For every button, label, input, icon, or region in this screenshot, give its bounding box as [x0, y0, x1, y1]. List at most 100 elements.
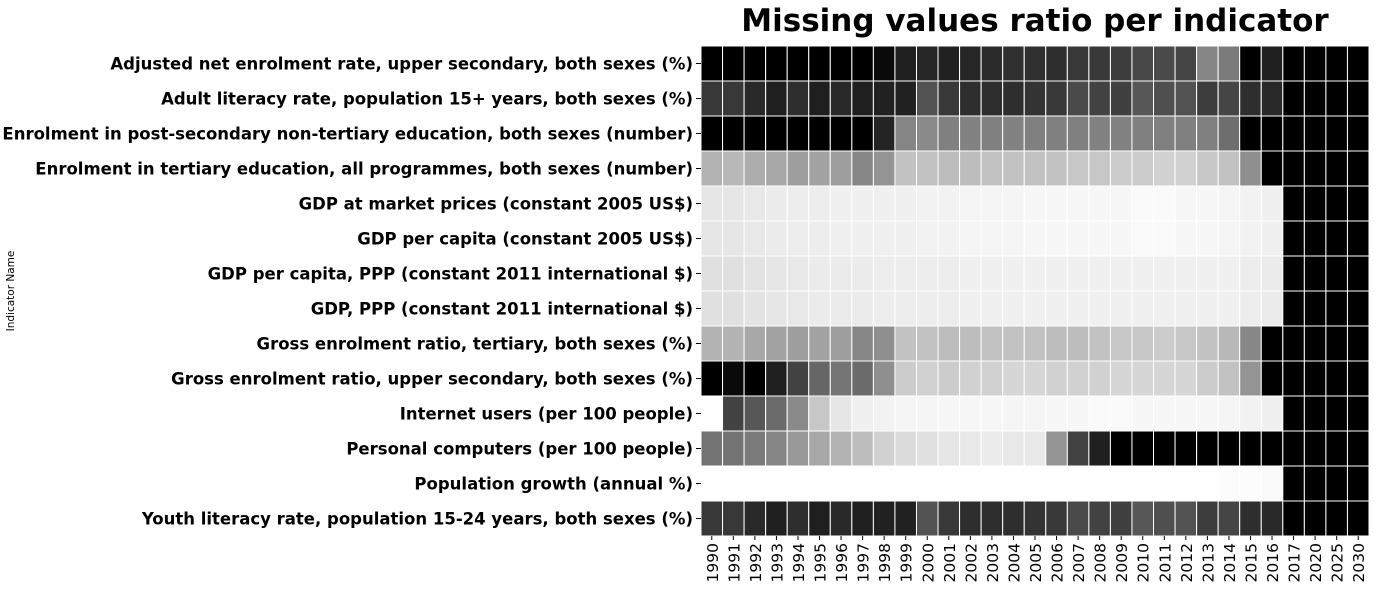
heatmap-cell [1002, 220, 1025, 257]
heatmap-cell [894, 80, 917, 117]
heatmap-cell [1260, 395, 1284, 432]
x-tick-label: 2008 [1092, 543, 1110, 582]
x-tick-label: 1999 [898, 543, 916, 582]
heatmap-cell [1045, 115, 1068, 152]
heatmap-cell [1282, 430, 1305, 467]
heatmap-cell [1002, 430, 1025, 467]
heatmap-cell [980, 220, 1004, 257]
heatmap-cell [1346, 325, 1370, 362]
heatmap-cell [1174, 80, 1198, 117]
heatmap-cell [786, 255, 810, 292]
heatmap-cell [1239, 325, 1262, 362]
heatmap-cell [808, 395, 831, 432]
heatmap-cell [937, 80, 961, 117]
heatmap-cell [915, 465, 939, 502]
heatmap-cell [851, 220, 874, 257]
heatmap-cell [829, 150, 853, 187]
heatmap-cell [765, 45, 788, 82]
heatmap-cell [1260, 255, 1284, 292]
heatmap-cell [872, 255, 896, 292]
heatmap-cell [1131, 255, 1155, 292]
heatmap-cell [786, 500, 810, 537]
heatmap-cell [872, 430, 896, 467]
heatmap-cell [765, 185, 788, 222]
heatmap-cell [1239, 45, 1262, 82]
heatmap-cell [1196, 220, 1219, 257]
heatmap-cell [1260, 115, 1284, 152]
heatmap-cell [1303, 500, 1327, 537]
heatmap-cell [1174, 220, 1198, 257]
heatmap-cell [1153, 465, 1176, 502]
heatmap-cell [743, 500, 767, 537]
heatmap-cell [851, 430, 874, 467]
x-tick-label: 1991 [725, 543, 743, 582]
heatmap-cell [1196, 465, 1219, 502]
y-tick-label: Enrolment in post-secondary non-tertiary… [2, 125, 693, 144]
heatmap-cell [829, 185, 853, 222]
heatmap-cell [700, 395, 724, 432]
heatmap-cell [894, 500, 917, 537]
heatmap-cell [1109, 115, 1133, 152]
heatmap-cell [851, 325, 874, 362]
heatmap-cell [829, 465, 853, 502]
heatmap-cell [722, 465, 745, 502]
heatmap-cell [1109, 360, 1133, 397]
heatmap-cell [980, 80, 1004, 117]
heatmap-cell [1066, 185, 1090, 222]
heatmap-cell [894, 325, 917, 362]
heatmap-cell [1088, 115, 1111, 152]
heatmap-cell [808, 465, 831, 502]
heatmap-cell [1153, 255, 1176, 292]
heatmap-cell [1260, 465, 1284, 502]
heatmap-cell [808, 115, 831, 152]
heatmap-cell [872, 45, 896, 82]
heatmap-cell [1196, 395, 1219, 432]
heatmap-cell [1023, 185, 1047, 222]
heatmap-cell [1282, 290, 1305, 327]
heatmap-cell [1066, 45, 1090, 82]
heatmap-cell [1196, 150, 1219, 187]
heatmap-cell [1239, 430, 1262, 467]
x-tick-label: 2020 [1307, 543, 1325, 582]
heatmap-cell [1303, 185, 1327, 222]
heatmap-cell [1066, 325, 1090, 362]
heatmap-cell [1066, 430, 1090, 467]
x-tick-label: 2016 [1264, 543, 1282, 582]
heatmap-cell [937, 150, 961, 187]
heatmap-cell [722, 185, 745, 222]
heatmap-cell [1088, 430, 1111, 467]
heatmap-cell [786, 150, 810, 187]
heatmap-cell [894, 290, 917, 327]
heatmap-cell [1196, 325, 1219, 362]
heatmap-cell [1023, 500, 1047, 537]
heatmap-cell [894, 150, 917, 187]
heatmap-cell [1174, 255, 1198, 292]
heatmap-cell [743, 255, 767, 292]
heatmap-cell [1325, 360, 1348, 397]
heatmap-cell [1109, 185, 1133, 222]
heatmap-cell [980, 185, 1004, 222]
heatmap-cell [829, 255, 853, 292]
heatmap-cell [915, 185, 939, 222]
heatmap-cell [1239, 185, 1262, 222]
heatmap-cell [980, 115, 1004, 152]
heatmap-cell [722, 325, 745, 362]
y-tick-label: Internet users (per 100 people) [400, 405, 693, 424]
heatmap-cell [1346, 150, 1370, 187]
heatmap-cell [980, 150, 1004, 187]
heatmap-cell [1217, 395, 1241, 432]
heatmap-cell [1303, 465, 1327, 502]
heatmap-cell [1174, 430, 1198, 467]
heatmap-cell [1196, 290, 1219, 327]
heatmap-cell [915, 150, 939, 187]
heatmap-cell [872, 360, 896, 397]
chart-title: Missing values ratio per indicator [741, 3, 1329, 39]
heatmap-cell [829, 45, 853, 82]
heatmap-cell [700, 430, 724, 467]
heatmap-cell [959, 45, 982, 82]
heatmap-cell [1088, 395, 1111, 432]
heatmap-cell [1066, 290, 1090, 327]
heatmap-cell [1045, 465, 1068, 502]
heatmap-cell [829, 290, 853, 327]
heatmap-cell [808, 220, 831, 257]
